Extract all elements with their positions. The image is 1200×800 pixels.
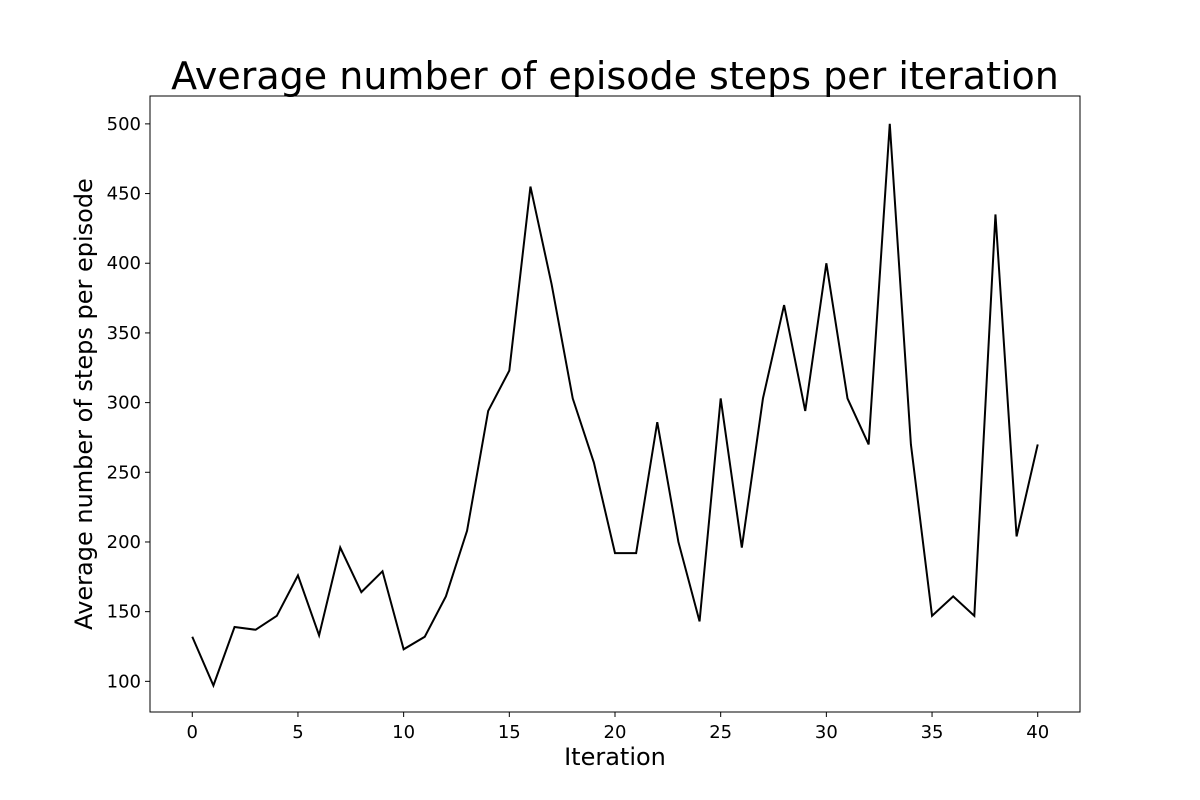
series-line-0 [191, 123, 1039, 689]
x-tick-label: 0 [187, 722, 198, 743]
y-tick-label: 300 [107, 393, 141, 414]
x-tick-label: 15 [498, 722, 521, 743]
y-axis: 100 150 200 250 300 350 400 450 500 [107, 114, 150, 692]
plot-content [191, 123, 1039, 689]
x-tick-label: 25 [709, 722, 732, 743]
x-tick-label: 35 [921, 722, 944, 743]
x-axis: 0 5 10 15 20 25 30 35 40 [187, 712, 1049, 743]
x-tick-label: 5 [292, 722, 303, 743]
chart-title: Average number of episode steps per iter… [171, 54, 1059, 98]
x-tick-label: 20 [604, 722, 627, 743]
y-tick-label: 200 [107, 532, 141, 553]
y-tick-label: 500 [107, 114, 141, 135]
y-tick-label: 150 [107, 602, 141, 623]
x-tick-label: 30 [815, 722, 838, 743]
y-tick-label: 450 [107, 184, 141, 205]
y-tick-label: 400 [107, 253, 141, 274]
y-tick-label: 100 [107, 671, 141, 692]
x-axis-label: Iteration [564, 743, 666, 771]
y-tick-label: 350 [107, 323, 141, 344]
x-tick-label: 10 [392, 722, 415, 743]
x-tick-label: 40 [1026, 722, 1049, 743]
y-axis-label: Average number of steps per episode [70, 178, 98, 630]
y-tick-label: 250 [107, 462, 141, 483]
